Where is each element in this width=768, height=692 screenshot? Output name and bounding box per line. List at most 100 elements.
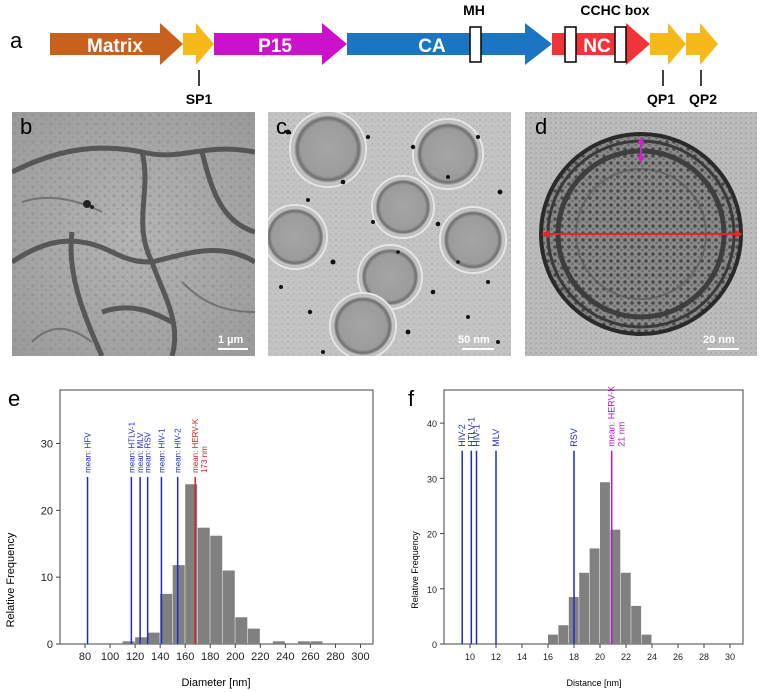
chart-f-bar-8 <box>631 605 642 644</box>
chart-f-refline-label-1: HTLV-1 <box>466 417 476 447</box>
micrograph-d-image <box>525 112 757 356</box>
panel-letter-a: a <box>10 28 23 53</box>
chart-e-xtick-2: 120 <box>126 651 144 663</box>
chart-f-bar-9 <box>641 634 652 644</box>
cchc-label: CCHC box <box>580 2 649 18</box>
chart-e-bar-11 <box>272 641 285 644</box>
panel-letter-e: e <box>8 386 21 411</box>
chart-f-bar-6 <box>610 529 621 644</box>
chart-e-ytick-1: 10 <box>41 572 53 584</box>
chart-f-xtick-0: 10 <box>465 652 475 662</box>
micrograph-c-image <box>268 112 511 356</box>
chart-f-xtick-2: 14 <box>517 652 527 662</box>
panel-c-micrograph: c. 50 nm <box>268 112 511 356</box>
segment-p15 <box>214 23 347 65</box>
chart-e-ytick-0: 0 <box>47 639 53 651</box>
chart-f-bar-1 <box>558 625 569 644</box>
chart-e-xtick-10: 280 <box>326 651 344 663</box>
chart-f-refline-sublabel-5: 21 nm <box>617 422 627 447</box>
chart-e-refline-label-6: mean: HERV-K <box>191 418 200 473</box>
chart-e-xtick-4: 160 <box>176 651 194 663</box>
chart-e-xtick-7: 220 <box>251 651 269 663</box>
cchc-box-1 <box>564 26 577 63</box>
chart-f-refline-label-3: MLV <box>491 429 501 447</box>
chart-e-bar-7 <box>210 535 223 644</box>
segment-qp1-label: QP1 <box>647 91 675 107</box>
chart-f-bar-3 <box>579 572 590 644</box>
chart-f-bar-4 <box>589 548 600 644</box>
chart-f-xlabel: Distance [nm] <box>566 678 621 688</box>
cchc-box-2 <box>614 26 627 63</box>
chart-e-bar-1 <box>135 637 148 644</box>
chart-e-bar-5 <box>185 484 198 644</box>
chart-e-xtick-6: 200 <box>226 651 244 663</box>
panel-d-micrograph: d 20 nm <box>525 112 757 356</box>
panel-b-micrograph: b 1 µm <box>12 112 255 356</box>
segment-matrix <box>50 23 183 65</box>
segment-ca-label: CA <box>418 36 446 57</box>
chart-f-bar-7 <box>620 572 631 644</box>
chart-e-xtick-0: 80 <box>79 651 91 663</box>
panel-letter-f: f <box>408 386 415 411</box>
chart-f-xtick-9: 28 <box>699 652 709 662</box>
segment-qp2 <box>686 23 718 65</box>
chart-e-refline-label-4: mean: HIV-1 <box>157 428 166 473</box>
mh-box <box>469 26 482 63</box>
segment-sp1 <box>183 23 214 65</box>
chart-f-bar-5 <box>600 482 610 644</box>
chart-f-refline-label-4: RSV <box>569 428 579 447</box>
chart-e-ylabel: Relative Frequency <box>5 532 17 627</box>
chart-f-xtick-5: 20 <box>595 652 605 662</box>
segment-qp2-label: QP2 <box>689 91 717 107</box>
chart-f-xtick-7: 24 <box>647 652 657 662</box>
chart-e-bar-12 <box>297 641 310 644</box>
scale-bar-d <box>707 348 739 350</box>
chart-e-refline-label-1: mean: HTLV-1 <box>127 421 136 473</box>
chart-e-bar-6 <box>197 527 210 644</box>
chart-e-bar-9 <box>235 617 248 644</box>
chart-e-xlabel: Diameter [nm] <box>181 677 250 689</box>
mh-label: MH <box>463 2 485 18</box>
chart-f-xtick-8: 26 <box>673 652 683 662</box>
chart-f-xtick-4: 18 <box>569 652 579 662</box>
chart-f-ytick-1: 10 <box>427 585 437 595</box>
segment-matrix-label: Matrix <box>87 36 143 57</box>
chart-e-xtick-11: 300 <box>351 651 369 663</box>
panel-letter-c: c. <box>276 114 294 139</box>
chart-e-refline-label-0: mean: HFV <box>84 432 93 473</box>
chart-e-refline-label-3: mean: RSV <box>144 431 153 473</box>
segment-p15-label: P15 <box>258 36 292 57</box>
chart-e-bar-0 <box>122 641 135 644</box>
chart-e-refline-label-2: mean: MLV <box>136 432 145 473</box>
chart-f-ytick-2: 20 <box>427 530 437 540</box>
scale-label-b: 1 µm <box>218 334 244 346</box>
chart-e-refline-sublabel-6: 173 nm <box>200 446 209 473</box>
segment-ca <box>347 23 552 65</box>
segment-qp1 <box>650 23 686 65</box>
chart-f-xtick-10: 30 <box>725 652 735 662</box>
chart-f-ylabel: Relative Frequency <box>410 531 420 609</box>
genome-diagram: .seg-label{font-weight:bold;fill:#fff;fo… <box>50 2 718 107</box>
chart-e-refline-label-5: mean: HIV-2 <box>174 428 183 473</box>
chart-e-bar-8 <box>222 570 235 644</box>
chart-f-refline-label-2: HIV-1 <box>472 424 482 447</box>
chart-e-bar-4 <box>172 565 185 644</box>
chart-e-bar-13 <box>310 641 323 644</box>
chart-e-xtick-8: 240 <box>276 651 294 663</box>
chart-f-refline-label-5: mean: HERV-K <box>607 386 617 447</box>
chart-e-xtick-9: 260 <box>301 651 319 663</box>
chart-f-xtick-1: 12 <box>491 652 501 662</box>
chart-f-ytick-4: 40 <box>427 419 437 429</box>
scale-label-d: 20 nm <box>703 334 735 346</box>
chart-e-bar-2 <box>147 632 160 644</box>
chart-f-xtick-3: 16 <box>543 652 553 662</box>
chart-f-ytick-0: 0 <box>432 640 437 650</box>
chart-f-refline-label-0: HIV-2 <box>457 424 467 447</box>
chart-f-xtick-6: 22 <box>621 652 631 662</box>
chart-e-bar-10 <box>247 628 260 644</box>
segment-sp1-label: SP1 <box>186 91 213 107</box>
panel-letter-d: d <box>535 114 548 139</box>
scale-bar-b <box>218 348 248 350</box>
